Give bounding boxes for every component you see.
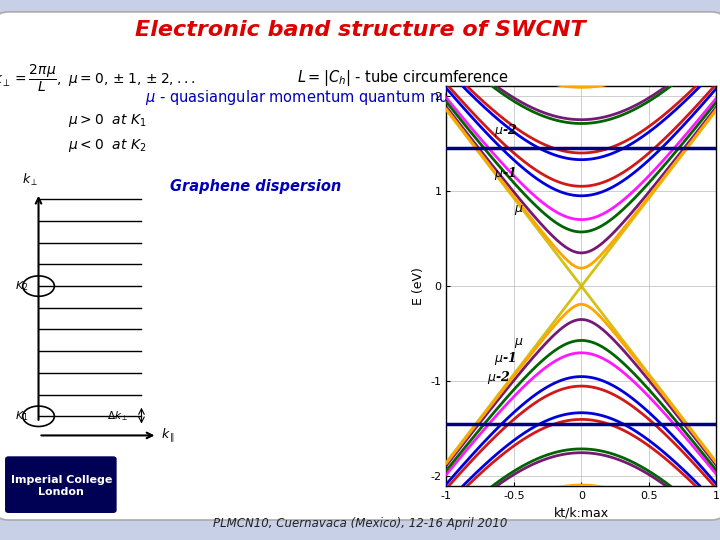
Text: $\mu > 0\ \ at\ K_1$: $\mu > 0\ \ at\ K_1$ xyxy=(68,112,147,130)
Text: $\mu$-1: $\mu$-1 xyxy=(494,350,516,367)
Text: $K_1$: $K_1$ xyxy=(15,409,29,423)
Text: PLMCN10, Cuernavaca (Mexico), 12-16 April 2010: PLMCN10, Cuernavaca (Mexico), 12-16 Apri… xyxy=(213,517,507,530)
Text: Graphene dispersion: Graphene dispersion xyxy=(170,179,341,194)
Text: $\mu < 0\ \ at\ K_2$: $\mu < 0\ \ at\ K_2$ xyxy=(68,137,147,154)
Text: $\mu$-1: $\mu$-1 xyxy=(494,165,516,182)
Text: $\Delta k_\perp$: $\Delta k_\perp$ xyxy=(107,409,128,423)
Text: $k_\parallel$: $k_\parallel$ xyxy=(161,427,176,444)
Text: $\mu$-2: $\mu$-2 xyxy=(494,122,517,139)
Text: Imperial College
London: Imperial College London xyxy=(11,475,112,497)
FancyBboxPatch shape xyxy=(5,456,117,513)
Text: $k_\perp = \dfrac{2\pi\mu}{L},\ \mu=0,\pm1,\pm2,...$: $k_\perp = \dfrac{2\pi\mu}{L},\ \mu=0,\p… xyxy=(0,63,194,94)
Text: Electronic band structure of SWCNT: Electronic band structure of SWCNT xyxy=(135,19,585,40)
Text: $L=|C_h|$ - tube circumference: $L=|C_h|$ - tube circumference xyxy=(297,68,509,89)
Text: $K_2$: $K_2$ xyxy=(15,279,29,293)
Text: $\mu$: $\mu$ xyxy=(514,336,523,350)
X-axis label: kt/k:max: kt/k:max xyxy=(554,507,609,519)
FancyBboxPatch shape xyxy=(0,12,720,520)
Text: $\mu$-2: $\mu$-2 xyxy=(487,369,510,386)
Text: $\mu$: $\mu$ xyxy=(514,203,523,217)
Text: $k_\perp$: $k_\perp$ xyxy=(22,172,39,188)
Y-axis label: E (eV): E (eV) xyxy=(412,267,425,305)
Text: $\mu$ - quasiangular momentum quantum number: $\mu$ - quasiangular momentum quantum nu… xyxy=(145,87,488,107)
